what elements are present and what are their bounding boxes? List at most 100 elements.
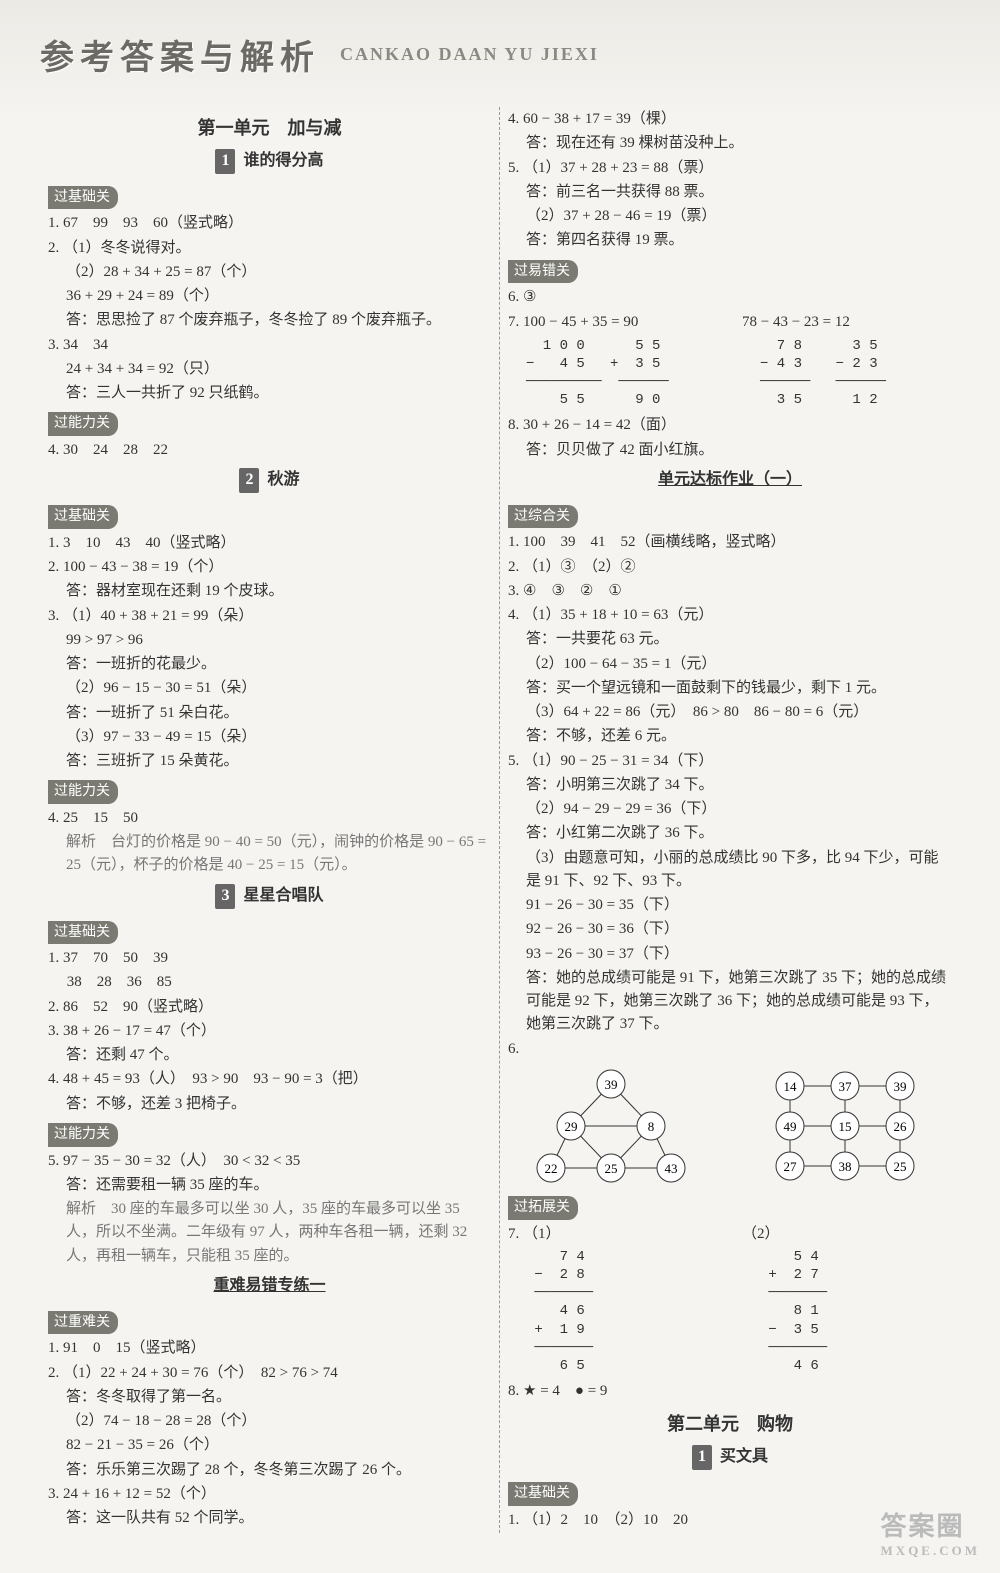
square-diagram: 143739491526273825 [760, 1066, 930, 1186]
page-header: 参考答案与解析 CANKAO DAAN YU JIEXI [40, 30, 960, 79]
answer-line: 91 − 26 − 30 = 35（下） [508, 894, 952, 917]
answer-line: 7. 100 − 45 + 35 = 90 [508, 311, 718, 334]
section-heading: 3 星星合唱队 [48, 884, 491, 909]
answer-line: 答：买一个望远镜和一面鼓剩下的钱最少，剩下 1 元。 [508, 677, 952, 700]
tag-zonghe: 过综合关 [508, 505, 578, 529]
answer-line: 答：前三名一共获得 88 票。 [508, 181, 952, 204]
answer-line: 答：器材室现在还剩 19 个皮球。 [48, 580, 491, 603]
svg-text:25: 25 [893, 1159, 906, 1174]
answer-line: 1. 100 39 41 52（画横线略，竖式略） [508, 531, 952, 554]
answer-line: 答：一班折的花最少。 [48, 653, 491, 676]
answer-line: 3. 34 34 [48, 334, 491, 357]
answer-line: 82 − 21 − 35 = 26（个） [48, 1434, 491, 1457]
section-number: 2 [239, 468, 259, 493]
answer-line: 4. （1）35 + 18 + 10 = 63（元） [508, 604, 952, 627]
explanation: 解析 台灯的价格是 90 − 40 = 50（元），闹钟的价格是 90 − 65… [48, 831, 491, 878]
svg-text:49: 49 [783, 1119, 796, 1134]
calc-row: 7. 100 − 45 + 35 = 90 1 0 0 5 5 − 4 5 + … [508, 310, 952, 413]
answer-line: 2. 100 − 43 − 38 = 19（个） [48, 556, 491, 579]
answer-line: 答：现在还有 39 棵树苗没种上。 [508, 132, 952, 155]
watermark-text: 答案圈 [881, 1512, 965, 1541]
answer-line: 8. 30 + 26 − 14 = 42（面） [508, 414, 952, 437]
answer-line: 答：第四名获得 19 票。 [508, 229, 952, 252]
tag-zhongnan: 过重难关 [48, 1311, 118, 1335]
answer-line: 答：一共要花 63 元。 [508, 628, 952, 651]
answer-line: 答：三班折了 15 朵黄花。 [48, 750, 491, 773]
answer-line: 2. （1）③ （2）② [508, 556, 952, 579]
section-title: 谁的得分高 [243, 152, 323, 169]
answer-line: （3）97 − 33 − 49 = 15（朵） [48, 726, 491, 749]
watermark: 答案圈 MXQE.COM [881, 1506, 980, 1559]
answer-line: 答：小红第二次跳了 36 下。 [508, 822, 952, 845]
answer-line: 1. 67 99 93 60（竖式略） [48, 212, 491, 235]
answer-line: 78 − 43 − 23 = 12 [742, 311, 952, 334]
answer-line: 答：她的总成绩可能是 91 下，她第三次跳了 35 下；她的总成绩可能是 92 … [508, 967, 952, 1037]
answer-line: （2）96 − 15 − 30 = 51（朵） [48, 677, 491, 700]
section-title: 星星合唱队 [243, 887, 323, 904]
right-column: 4. 60 − 38 + 17 = 39（棵） 答：现在还有 39 棵树苗没种上… [500, 107, 960, 1533]
tag-nengli: 过能力关 [48, 780, 118, 804]
answer-line: 93 − 26 − 30 = 37（下） [508, 943, 952, 966]
answer-line: 2. （1）22 + 24 + 30 = 76（个） 82 > 76 > 74 [48, 1362, 491, 1385]
tag-tuozhan: 过拓展关 [508, 1196, 578, 1220]
section-heading: 1 买文具 [508, 1445, 952, 1470]
answer-line: 答：贝贝做了 42 面小红旗。 [508, 439, 952, 462]
svg-text:8: 8 [647, 1119, 654, 1134]
answer-line: 答：这一队共有 52 个同学。 [48, 1507, 491, 1530]
tag-yicuo: 过易错关 [508, 260, 578, 284]
answer-line: 3. 24 + 16 + 12 = 52（个） [48, 1483, 491, 1506]
answer-line: 92 − 26 − 30 = 36（下） [508, 918, 952, 941]
section-number: 1 [692, 1445, 712, 1470]
answer-line: 2. （1）冬冬说得对。 [48, 237, 491, 260]
answer-line: 5. （1）37 + 28 + 23 = 88（票） [508, 157, 952, 180]
answer-line: （2）100 − 64 − 35 = 1（元） [508, 653, 952, 676]
vertical-calc: 1 0 0 5 5 − 4 5 + 3 5 ───────── ────── 5… [526, 337, 718, 410]
answer-line: （2） [742, 1223, 952, 1246]
answer-line: 3. ④ ③ ② ① [508, 580, 952, 603]
answer-line: 24 + 34 + 34 = 92（只） [48, 358, 491, 381]
calc-row: 7. （1） 7 4 − 2 8 ─────── 4 6 + 1 9 ─────… [508, 1222, 952, 1380]
tag-nengli: 过能力关 [48, 412, 118, 436]
answer-line: 答：小明第三次跳了 34 下。 [508, 774, 952, 797]
section-title: 买文具 [720, 1448, 768, 1465]
watermark-url: MXQE.COM [881, 1543, 980, 1559]
answer-line: （2）37 + 28 − 46 = 19（票） [508, 205, 952, 228]
svg-text:39: 39 [893, 1079, 906, 1094]
section-heading: 1 谁的得分高 [48, 149, 491, 174]
svg-text:14: 14 [783, 1079, 797, 1094]
svg-text:25: 25 [604, 1161, 617, 1176]
subheading: 单元达标作业（一） [508, 468, 952, 493]
section-title: 秋游 [267, 471, 299, 488]
answer-line: 36 + 29 + 24 = 89（个） [48, 285, 491, 308]
section-heading: 2 秋游 [48, 468, 491, 493]
svg-text:26: 26 [893, 1119, 907, 1134]
answer-line: 7. （1） [508, 1223, 718, 1246]
svg-text:39: 39 [604, 1077, 617, 1092]
answer-line: 6. [508, 1038, 952, 1061]
answer-line: 99 > 97 > 96 [48, 629, 491, 652]
answer-line: 1. 3 10 43 40（竖式略） [48, 532, 491, 555]
svg-text:15: 15 [838, 1119, 851, 1134]
answer-line: 答：一班折了 51 朵白花。 [48, 702, 491, 725]
tag-jichu: 过基础关 [508, 1482, 578, 1506]
answer-line: 3. 38 + 26 − 17 = 47（个） [48, 1020, 491, 1043]
section-number: 1 [215, 149, 235, 174]
two-columns: 第一单元 加与减 1 谁的得分高 过基础关 1. 67 99 93 60（竖式略… [40, 107, 960, 1533]
answer-line: 答：不够，还差 3 把椅子。 [48, 1093, 491, 1116]
tag-jichu: 过基础关 [48, 921, 118, 945]
svg-text:37: 37 [838, 1079, 852, 1094]
vertical-calc: 7 8 3 5 − 4 3 − 2 3 ────── ────── 3 5 1 … [760, 337, 952, 410]
answer-line: 1. 91 0 15（竖式略） [48, 1337, 491, 1360]
answer-line: （2）94 − 29 − 29 = 36（下） [508, 798, 952, 821]
answer-line: 2. 86 52 90（竖式略） [48, 996, 491, 1019]
answer-line: 4. 30 24 28 22 [48, 439, 491, 462]
tag-nengli: 过能力关 [48, 1123, 118, 1147]
answer-line: 4. 25 15 50 [48, 807, 491, 830]
answer-line: 5. （1）90 − 25 − 31 = 34（下） [508, 750, 952, 773]
svg-text:43: 43 [664, 1161, 677, 1176]
answer-line: 答：乐乐第三次踢了 28 个，冬冬第三次踢了 26 个。 [48, 1459, 491, 1482]
answer-line: （3）由题意可知，小丽的总成绩比 90 下多，比 94 下少，可能是 91 下、… [508, 847, 952, 894]
svg-text:38: 38 [838, 1159, 851, 1174]
section-number: 3 [215, 884, 235, 909]
unit-heading: 第一单元 加与减 [48, 115, 491, 143]
